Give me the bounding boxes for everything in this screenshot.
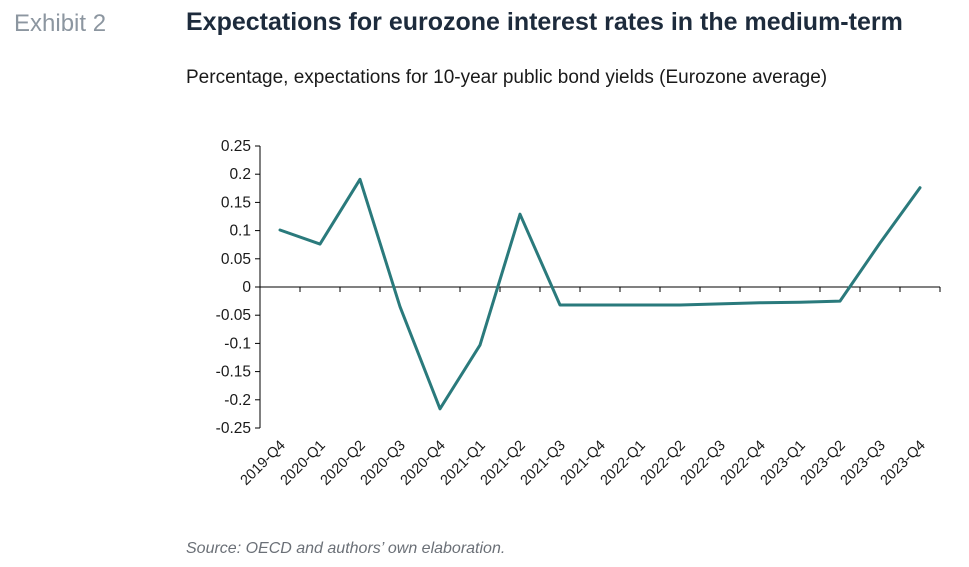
series-group xyxy=(278,177,922,411)
y-tick-label: 0.25 xyxy=(221,138,251,155)
series-line xyxy=(278,177,922,411)
source-note: Source: OECD and authors’ own elaboratio… xyxy=(186,540,506,557)
x-tick-label: 2023-Q4 xyxy=(878,438,929,489)
y-tick-label: 0 xyxy=(242,279,251,296)
y-axis-ticks: 0.25 0.2 0.15 0.1 0.05 0 -0.05 -0.1 -0.15 -0.2 -0.… xyxy=(216,138,260,437)
x-axis-ticks: 2019-Q42020-Q12020-Q22020-Q32020-Q42021-… xyxy=(238,287,941,489)
y-tick-label: -0.1 xyxy=(224,335,251,352)
chart-title: Expectations for eurozone interest rates… xyxy=(186,8,903,36)
y-tick-label: -0.2 xyxy=(224,392,251,409)
axes xyxy=(259,146,940,428)
y-tick-label: 0.05 xyxy=(221,251,251,268)
y-tick-label: -0.25 xyxy=(216,420,251,437)
y-tick-label: 0.15 xyxy=(221,194,251,211)
y-tick-label: -0.15 xyxy=(216,364,251,381)
chart-subtitle: Percentage, expectations for 10-year pub… xyxy=(186,67,828,88)
y-tick-label: 0.2 xyxy=(229,166,251,183)
y-tick-label: -0.05 xyxy=(216,307,251,324)
exhibit-label: Exhibit 2 xyxy=(14,10,107,37)
y-tick-label: 0.1 xyxy=(229,223,251,240)
